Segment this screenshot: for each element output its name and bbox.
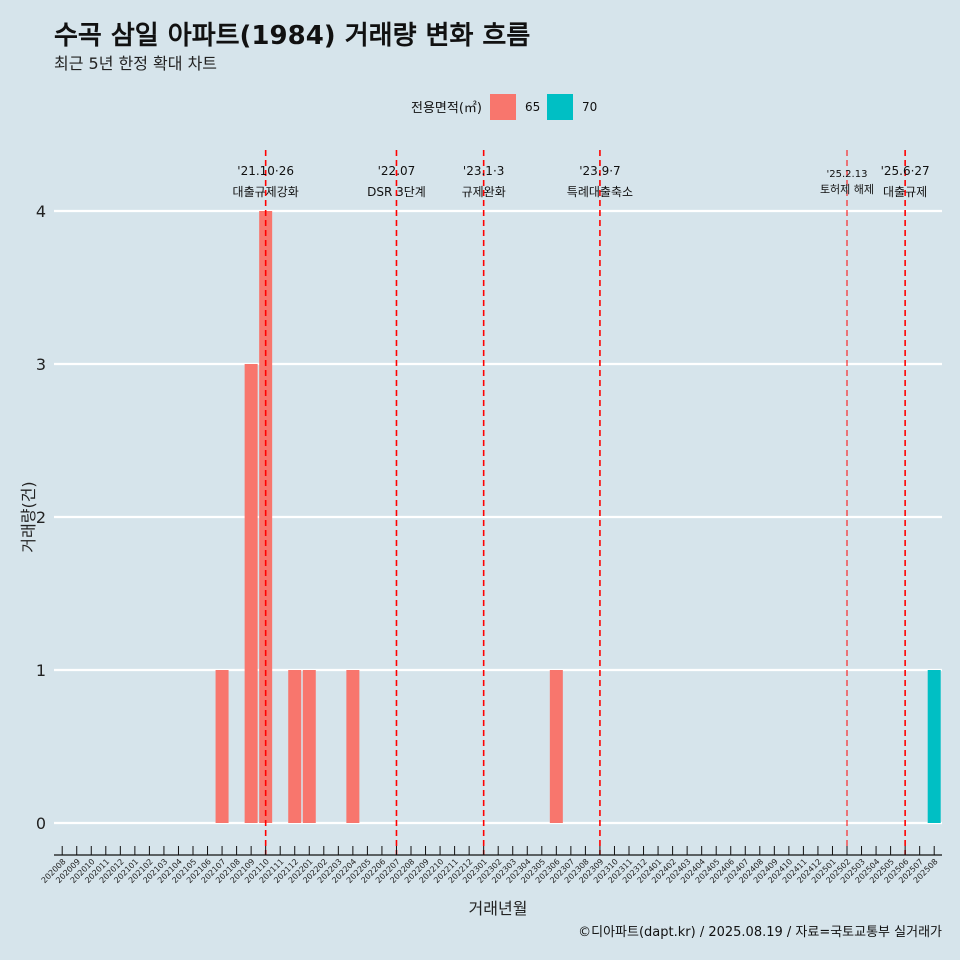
caption: ©디아파트(dapt.kr) / 2025.08.19 / 자료=국토교통부 실… — [578, 925, 942, 940]
event-name-label: 규제완화 — [462, 185, 506, 199]
legend-label-65: 65 — [525, 100, 540, 114]
bar-65-202112 — [288, 670, 302, 823]
bar-65-202109 — [244, 364, 258, 823]
legend-title: 전용면적(㎡) — [411, 101, 482, 116]
event-date-label: '25.2.13 — [827, 169, 868, 180]
event-date-label: '23.9·7 — [579, 164, 620, 178]
legend-swatch-70 — [547, 94, 573, 120]
x-axis: 2020082020092020102020112020122021012021… — [40, 846, 942, 885]
y-axis-ticks: 0 1 2 3 4 — [36, 202, 46, 833]
event-date-label: '21.10·26 — [237, 164, 294, 178]
bar-65-202110 — [259, 211, 273, 823]
y-axis-title: 거래량(건) — [19, 481, 38, 552]
bar-65-202306 — [549, 670, 563, 823]
event-name-label: 특례대출축소 — [567, 185, 633, 199]
bar-65-202107 — [215, 670, 229, 823]
chart-title: 수곡 삼일 아파트(1984) 거래량 변화 흐름 — [54, 21, 530, 51]
legend-label-70: 70 — [582, 100, 597, 114]
legend-swatch-65 — [490, 94, 516, 120]
y-tick-label: 1 — [36, 661, 46, 680]
event-name-label: 토허제 해제 — [820, 182, 874, 196]
legend: 전용면적(㎡) 65 70 — [411, 94, 597, 120]
y-tick-label: 4 — [36, 202, 46, 221]
event-name-label: DSR 3단계 — [367, 185, 426, 199]
y-tick-label: 2 — [36, 508, 46, 527]
bar-65-202204 — [346, 670, 360, 823]
y-tick-label: 3 — [36, 355, 46, 374]
grid-lines — [54, 209, 942, 825]
x-axis-title: 거래년월 — [469, 899, 528, 918]
bar-70-202508 — [927, 670, 941, 823]
event-date-label: '25.6·27 — [881, 164, 930, 178]
event-name-label: 대출규제강화 — [233, 185, 299, 199]
event-date-label: '23.1·3 — [463, 164, 504, 178]
event-lines: '21.10·26 대출규제강화 '22.07 DSR 3단계 '23.1·3 규제완화 '… — [233, 150, 930, 855]
y-tick-label: 0 — [36, 814, 46, 833]
event-date-label: '22.07 — [378, 164, 416, 178]
bar-65-202201 — [302, 670, 316, 823]
chart-subtitle: 최근 5년 한정 확대 차트 — [54, 54, 217, 73]
bars — [215, 211, 941, 823]
event-name-label: 대출규제 — [883, 185, 927, 199]
